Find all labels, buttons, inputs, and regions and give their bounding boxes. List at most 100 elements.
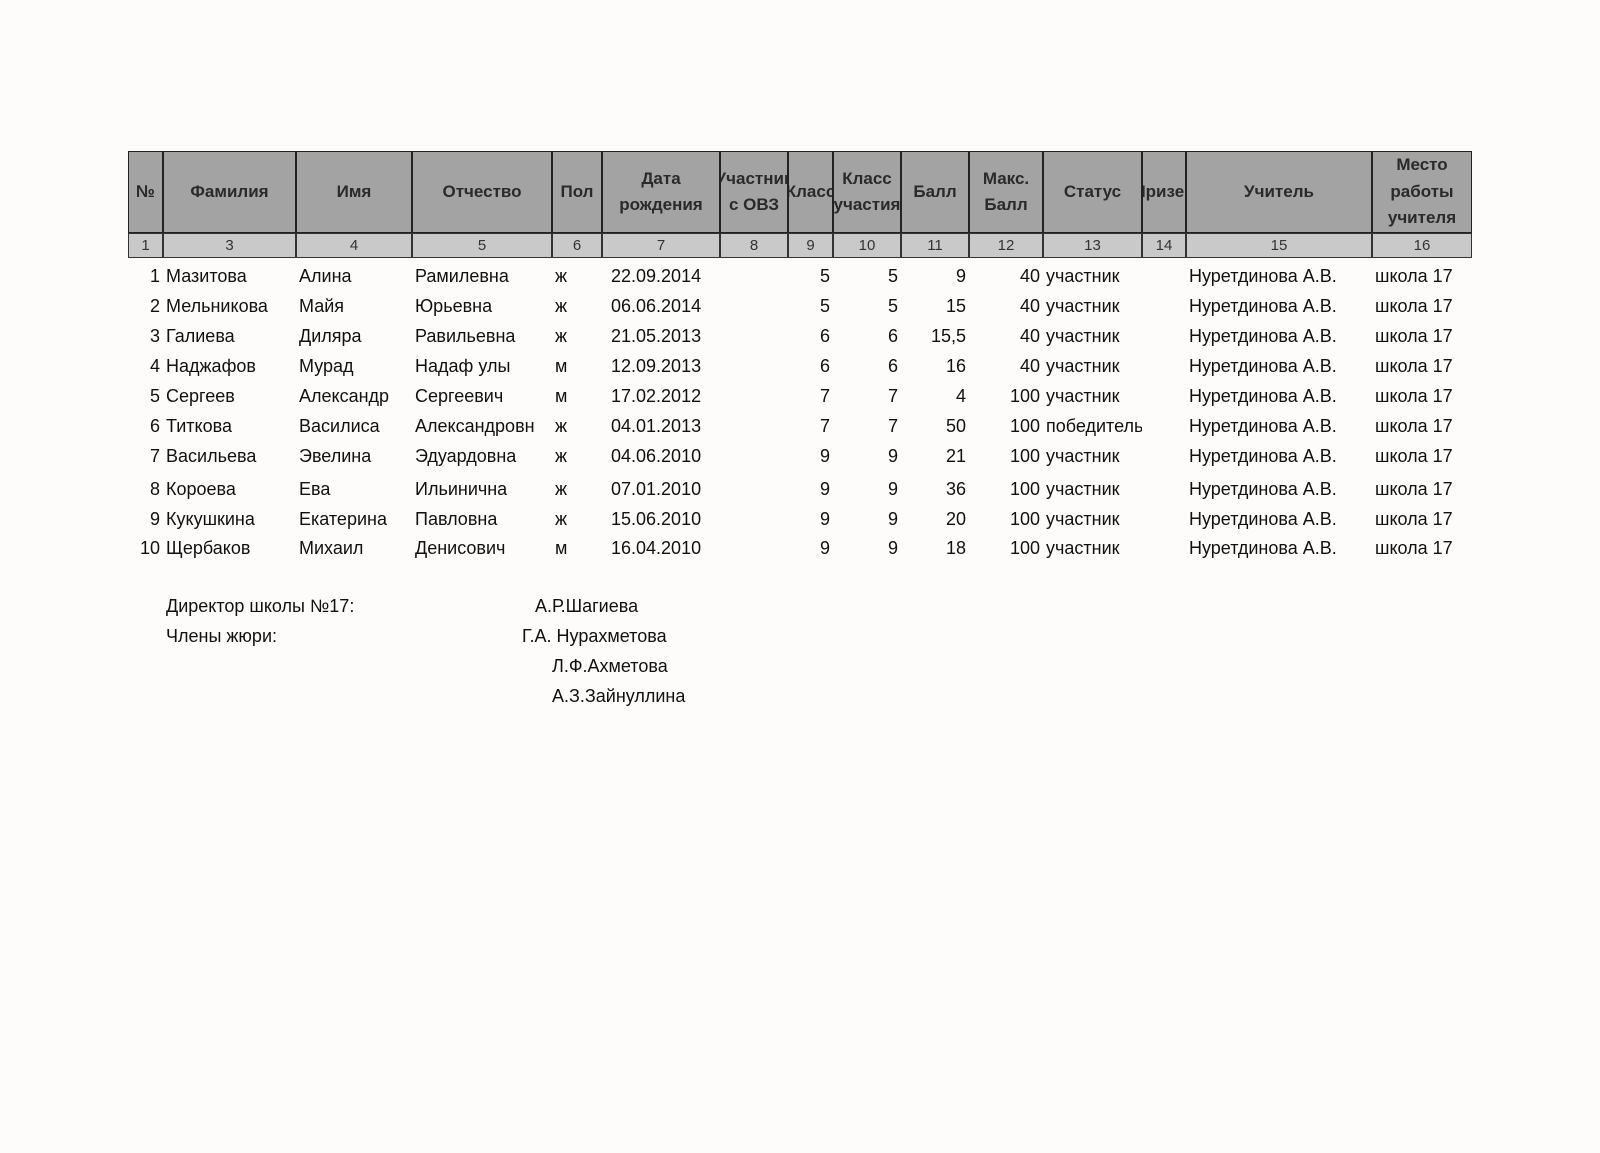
table-cell: 7	[819, 385, 830, 406]
table-cell: 5	[819, 295, 830, 316]
table-cell: 04.01.2013	[611, 415, 702, 436]
column-number: 15	[1186, 233, 1372, 258]
table-cell: участник	[1046, 508, 1120, 529]
table-cell: м	[555, 385, 568, 406]
table-cell: ж	[555, 445, 568, 466]
table-cell: м	[555, 355, 568, 376]
table-cell: школа 17	[1375, 355, 1453, 376]
table-cell: школа 17	[1375, 325, 1453, 346]
table-cell: ж	[555, 295, 568, 316]
table-cell: 9	[887, 445, 898, 466]
table-cell: 15.06.2010	[611, 508, 702, 529]
table-cell: Васильева	[166, 445, 257, 466]
column-number: 6	[552, 233, 602, 258]
table-cell: Ева	[299, 478, 331, 499]
table-cell: 7	[887, 385, 898, 406]
table-cell: 100	[1009, 385, 1040, 406]
table-cell: школа 17	[1375, 445, 1453, 466]
table-cell: 7	[149, 445, 160, 466]
table-cell: 4	[955, 385, 966, 406]
table-cell: Юрьевна	[415, 295, 493, 316]
table-cell: Диляра	[299, 325, 362, 346]
table-cell: Екатерина	[299, 508, 387, 529]
table-cell: Нуретдинова А.В.	[1189, 325, 1337, 346]
column-number: 8	[720, 233, 788, 258]
table-cell: участник	[1046, 295, 1120, 316]
table-cell: 2	[149, 295, 160, 316]
director-label: Директор школы №17:	[166, 596, 355, 616]
header-cell: Класс	[788, 151, 833, 233]
table-cell: 9	[819, 445, 830, 466]
table-cell: Нуретдинова А.В.	[1189, 415, 1337, 436]
table-cell: 7	[819, 415, 830, 436]
table-cell: 100	[1009, 445, 1040, 466]
table-cell: Нуретдинова А.В.	[1189, 385, 1337, 406]
table-cell: Мельникова	[166, 295, 268, 316]
table-cell: 40	[1019, 265, 1040, 286]
table-cell: Майя	[299, 295, 345, 316]
header-cell: Балл	[901, 151, 969, 233]
table-cell: 16.04.2010	[611, 537, 702, 558]
table-cell: участник	[1046, 355, 1120, 376]
director-name: А.Р.Шагиева	[535, 596, 639, 616]
table-cell: 5	[149, 385, 160, 406]
table-cell: 4	[149, 355, 160, 376]
table-cell: 6	[149, 415, 160, 436]
jury-member: Л.Ф.Ахметова	[552, 656, 668, 676]
table-cell: Эдуардовна	[415, 445, 517, 466]
table-cell: 8	[149, 478, 160, 499]
table-cell: Мурад	[299, 355, 354, 376]
table-cell: ж	[555, 478, 568, 499]
column-number: 4	[296, 233, 412, 258]
header-cell: Класс участия	[833, 151, 901, 233]
table-cell: участник	[1046, 445, 1120, 466]
table-cell: 06.06.2014	[611, 295, 702, 316]
table-cell: Галиева	[166, 325, 235, 346]
table-cell: 18	[945, 537, 966, 558]
table-cell: Рамилевна	[415, 265, 509, 286]
table-cell: 36	[945, 478, 966, 499]
table-cell: Эвелина	[299, 445, 372, 466]
table-cell: 9	[887, 537, 898, 558]
table-cell: участник	[1046, 385, 1120, 406]
table-cell: 7	[887, 415, 898, 436]
table-cell: Михаил	[299, 537, 364, 558]
table-cell: Денисович	[415, 537, 506, 558]
table-cell: школа 17	[1375, 265, 1453, 286]
table-cell: 100	[1009, 537, 1040, 558]
header-cell: Пол	[552, 151, 602, 233]
header-cell: Отчество	[412, 151, 552, 233]
table-cell: 9	[887, 478, 898, 499]
table-cell: 9	[819, 478, 830, 499]
table-cell: 9	[819, 537, 830, 558]
table-cell: Мазитова	[166, 265, 247, 286]
table-cell: Нуретдинова А.В.	[1189, 295, 1337, 316]
table-cell: 07.01.2010	[611, 478, 702, 499]
table-cell: Нуретдинова А.В.	[1189, 537, 1337, 558]
table-cell: 9	[819, 508, 830, 529]
table-cell: 16	[945, 355, 966, 376]
table-cell: 6	[887, 355, 898, 376]
table-cell: Сергеев	[166, 385, 235, 406]
column-number: 11	[901, 233, 969, 258]
table-cell: Нуретдинова А.В.	[1189, 265, 1337, 286]
table-cell: Нуретдинова А.В.	[1189, 445, 1337, 466]
table-cell: 40	[1019, 325, 1040, 346]
table-cell: победитель	[1046, 415, 1142, 436]
header-cell: Макс. Балл	[969, 151, 1043, 233]
table-cell: Равильевна	[415, 325, 516, 346]
header-cell: Призер	[1142, 151, 1186, 233]
table-cell: ж	[555, 325, 568, 346]
table-cell: 9	[149, 508, 160, 529]
table-cell: школа 17	[1375, 508, 1453, 529]
table-cell: участник	[1046, 325, 1120, 346]
table-cell: 40	[1019, 355, 1040, 376]
table-cell: школа 17	[1375, 295, 1453, 316]
table-cell: 17.02.2012	[611, 385, 702, 406]
table-cell: 22.09.2014	[611, 265, 702, 286]
table-cell: Кукушкина	[166, 508, 255, 529]
table-cell: Нуретдинова А.В.	[1189, 355, 1337, 376]
table-cell: 40	[1019, 295, 1040, 316]
table-cell: участник	[1046, 265, 1120, 286]
